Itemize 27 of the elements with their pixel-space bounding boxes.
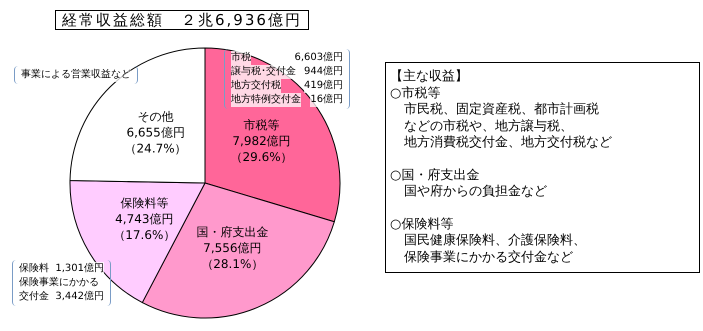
- text: 地方消費税交付金、地方交付税など: [404, 135, 612, 150]
- data-label: 7,556億円（28.1%）: [201, 240, 264, 271]
- text: などの市税や、地方譲与税、: [404, 118, 573, 134]
- text: 譲与税･交付金 944億円: [231, 65, 344, 79]
- text: 市民税、固定資産税、都市計画税: [404, 102, 599, 117]
- text: ○保険料等: [390, 216, 454, 232]
- data-label: 7,982億円（29.6%）: [230, 134, 293, 164]
- slice-label: 保険料等: [120, 196, 168, 210]
- data-label: 6,655億円（24.7%）: [124, 126, 187, 156]
- text: 国や府からの負担金など: [404, 184, 547, 199]
- data-label: 4,743億円（17.6%）: [113, 212, 176, 242]
- text: 国民健康保険料、介護保険料、: [404, 233, 586, 248]
- text: 保険事業にかかる交付金など: [404, 250, 573, 264]
- text: ○国・府支出金: [390, 168, 480, 182]
- text: 【主な収益】: [390, 69, 468, 84]
- text: 保険料 1,301億円: [19, 262, 104, 276]
- slice-label: その他: [138, 110, 174, 124]
- text: 事業による営業収益など: [21, 68, 131, 82]
- text: 地方交付税 419億円: [231, 80, 344, 91]
- text: 交付金 3,442億円: [19, 290, 104, 304]
- text: ○市税等: [390, 86, 440, 100]
- text: 地方特例交付金 16億円: [231, 93, 344, 107]
- slice-label: 国・府支出金: [196, 224, 268, 239]
- text: 市税 6,603億円: [231, 52, 344, 63]
- slice-label: 市税等: [244, 118, 280, 132]
- text: 保険事業にかかる: [19, 276, 99, 290]
- chart-title: 経常収益総額 ２兆6,936億円: [55, 10, 309, 30]
